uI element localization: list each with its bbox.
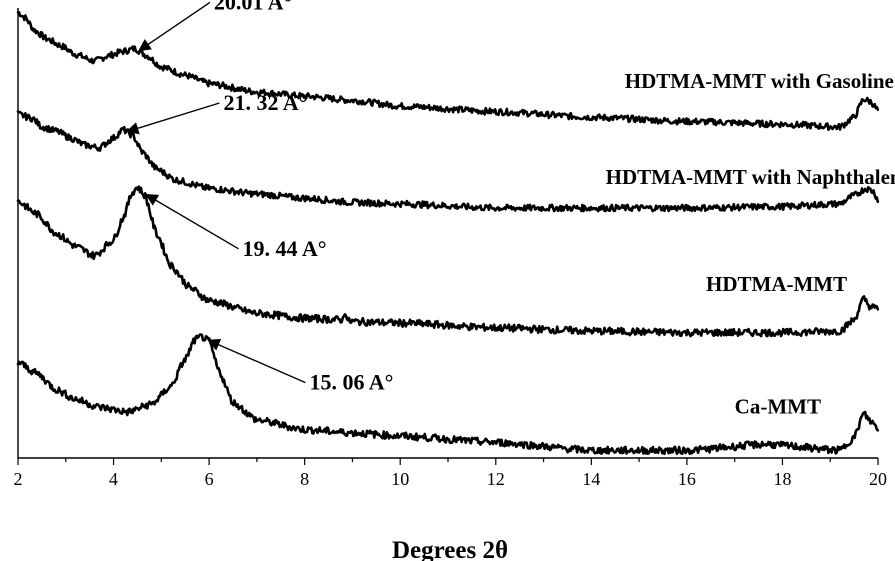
x-tick-label: 6 (205, 469, 214, 489)
series-labels: HDTMA-MMT with Gasoline HDTMA-MMT with Na… (606, 69, 895, 419)
annotation-label-4: 15. 06 A° (309, 370, 393, 395)
series-line-1 (16, 11, 880, 131)
series-label-2: HDTMA-MMT with Naphthalene (606, 165, 895, 189)
x-tick-label: 16 (678, 469, 696, 489)
series-line-4 (16, 333, 880, 456)
axes: 2 4 6 8 10 12 14 16 18 20 (14, 8, 887, 489)
x-axis-ticks: 2 4 6 8 10 12 14 16 18 20 (14, 458, 887, 489)
x-axis-title: Degrees 2θ (392, 537, 508, 561)
annotation-arrow-2 (125, 102, 220, 135)
series-line-2 (16, 110, 880, 213)
x-tick-label: 8 (300, 469, 309, 489)
peak-annotations: 20.01 A° 21. 32 A° 19. 44 A° 15. 06 A° (125, 0, 393, 395)
x-tick-label: 12 (487, 469, 505, 489)
annotation-label-1: 20.01 A° (214, 0, 292, 14)
annotation-arrow-1 (138, 1, 211, 52)
x-tick-label: 4 (109, 469, 118, 489)
series-label-4: Ca-MMT (735, 395, 821, 419)
x-tick-label: 2 (14, 469, 23, 489)
series-line-3 (16, 185, 880, 338)
plot-curves (16, 11, 880, 456)
series-label-3: HDTMA-MMT (706, 272, 847, 296)
x-tick-label: 18 (773, 469, 791, 489)
x-tick-label: 20 (869, 469, 887, 489)
x-tick-label: 14 (582, 469, 600, 489)
annotation-arrow-3 (145, 193, 239, 250)
series-label-1: HDTMA-MMT with Gasoline (625, 69, 894, 93)
annotation-label-2: 21. 32 A° (223, 90, 307, 115)
annotation-label-3: 19. 44 A° (243, 236, 327, 261)
x-tick-label: 10 (391, 469, 409, 489)
annotation-arrow-4 (207, 338, 306, 384)
